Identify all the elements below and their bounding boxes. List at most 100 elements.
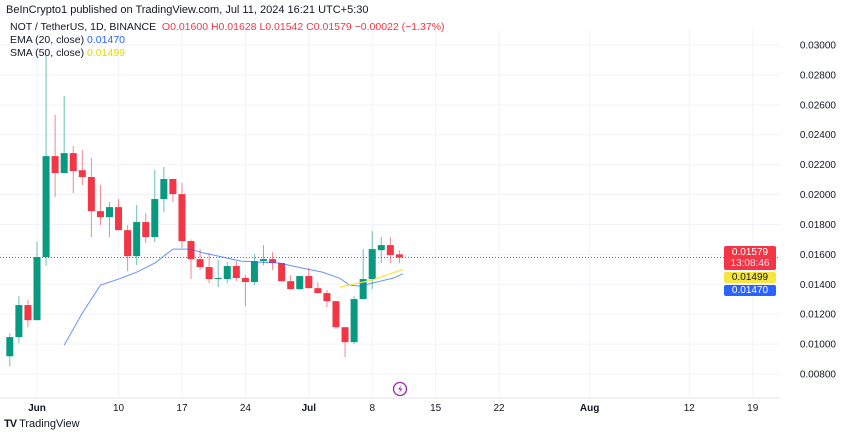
price-tick-label: 0.01400 [800, 280, 837, 291]
candle-body [241, 277, 249, 283]
ema-line [63, 248, 404, 346]
time-tick-label: Jun [28, 403, 46, 414]
time-tick-label: 22 [493, 403, 505, 414]
candle-body [359, 279, 367, 300]
candle [15, 296, 23, 344]
candle [169, 178, 177, 203]
sma-line [339, 268, 404, 288]
candle [160, 167, 168, 213]
candle-body [87, 177, 95, 212]
candle [214, 260, 222, 288]
price-tick-label: 0.01800 [800, 220, 837, 231]
candle-body [151, 199, 159, 238]
candle-body [296, 276, 304, 290]
candle-body [196, 259, 204, 268]
time-tick-label: 8 [369, 403, 375, 414]
candle [323, 290, 331, 308]
candle-body [51, 156, 59, 174]
close-value: C0.01579 [306, 21, 352, 33]
candle [133, 205, 141, 266]
candle [395, 250, 403, 264]
price-tick-label: 0.02000 [800, 190, 837, 201]
candle [223, 262, 231, 284]
candle [24, 300, 32, 328]
ema-row[interactable]: EMA (20, close) 0.01470 [10, 34, 445, 47]
lightning-icon[interactable] [392, 381, 408, 397]
candle [96, 185, 104, 226]
sma-value: 0.01499 [87, 47, 126, 59]
time-tick-label: 24 [240, 403, 252, 414]
candle-body [386, 245, 394, 256]
candle-body [42, 156, 50, 258]
time-tick-label: 12 [684, 403, 696, 414]
candle [332, 301, 340, 330]
candle [350, 296, 358, 345]
candle-body [78, 170, 86, 178]
time-tick-label: Jul [302, 403, 317, 414]
candle [305, 268, 313, 289]
candle-body [323, 293, 331, 302]
price-tick-label: 0.01200 [800, 310, 837, 321]
candle-body [260, 259, 267, 262]
candle [269, 252, 277, 271]
tradingview-logo[interactable]: TV TradingView [4, 418, 80, 430]
candle-body [395, 254, 403, 258]
candles [6, 55, 403, 367]
price-tick-label: 0.02400 [800, 130, 837, 141]
ema-price-label: 0.01470 [724, 285, 776, 296]
candle-body [250, 261, 258, 283]
candle-body [69, 153, 77, 172]
candle [178, 183, 186, 249]
tv-icon: TV [4, 418, 17, 430]
ema-label: EMA (20, close) [10, 34, 85, 46]
candle-body [314, 288, 322, 294]
candle [124, 225, 132, 272]
symbol-label: NOT / TetherUS, 1D, BINANCE [10, 21, 157, 33]
candle [187, 239, 195, 280]
candle-body [124, 230, 132, 257]
candle-body [133, 222, 141, 257]
candle-body [115, 207, 123, 231]
candle-body [33, 257, 41, 321]
sma-row[interactable]: SMA (50, close) 0.01499 [10, 47, 445, 60]
candle [142, 213, 150, 244]
candle-body [169, 178, 177, 195]
candle-body [160, 178, 168, 200]
candle-body [24, 305, 32, 321]
candle-body [15, 305, 23, 338]
candle [250, 254, 258, 286]
candle [205, 253, 213, 284]
candle-body [377, 245, 385, 251]
open-value: O0.01600 [161, 21, 209, 33]
ema-value: 0.01470 [87, 34, 126, 46]
candle-body [350, 299, 358, 343]
candle [69, 146, 77, 194]
candle-body [205, 267, 213, 280]
candle [386, 237, 394, 264]
symbol-row[interactable]: NOT / TetherUS, 1D, BINANCE O0.01600 H0.… [10, 21, 445, 34]
candle-body [178, 194, 186, 242]
candle [368, 231, 376, 290]
last-price-value: 0.01579 [731, 247, 769, 258]
time-axis[interactable]: Jun 10 17 24 Jul 8 15 22 Aug 12 19 [28, 403, 759, 414]
price-axis[interactable]: 0.00800 0.01000 0.01200 0.01400 0.01600 0.018… [800, 41, 837, 381]
candle-body [105, 207, 113, 218]
time-tick-label: 10 [113, 403, 125, 414]
candle-body [187, 241, 195, 260]
time-tick-label: 15 [430, 403, 442, 414]
grid [0, 30, 780, 399]
candle [33, 242, 41, 321]
price-tick-label: 0.01600 [800, 250, 837, 261]
candle-body [278, 263, 286, 282]
candle-body [223, 266, 231, 280]
candle [341, 327, 349, 358]
price-tick-label: 0.00800 [800, 370, 837, 381]
candle [6, 333, 14, 367]
candle [241, 275, 249, 307]
candle-body [214, 277, 222, 280]
candle-body [305, 276, 313, 289]
price-tick-label: 0.02800 [800, 70, 837, 81]
sma-label: SMA (50, close) [10, 47, 85, 59]
high-value: H0.01628 [210, 21, 257, 33]
